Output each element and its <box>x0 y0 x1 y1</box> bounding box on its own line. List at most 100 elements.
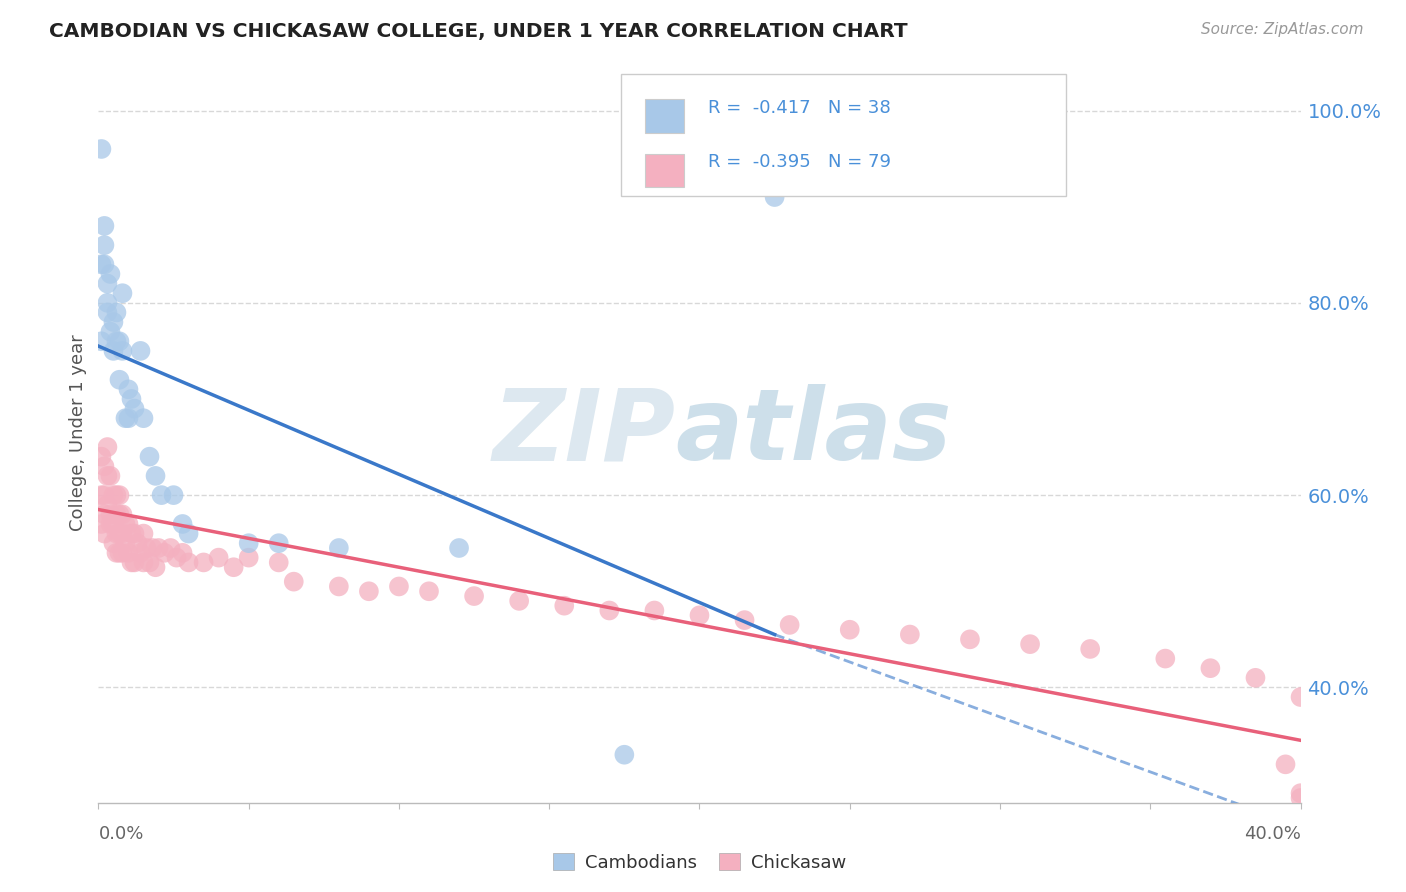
Point <box>121 556 143 570</box>
Point <box>93 219 115 233</box>
Point <box>108 546 131 560</box>
Point <box>111 343 134 358</box>
Point <box>838 623 860 637</box>
Point <box>689 608 711 623</box>
Point <box>553 599 575 613</box>
Point <box>463 589 485 603</box>
Point <box>132 556 155 570</box>
Point <box>1274 757 1296 772</box>
Point <box>124 401 146 416</box>
Point <box>177 526 200 541</box>
Point <box>734 613 756 627</box>
Point <box>121 526 143 541</box>
Point <box>121 392 143 406</box>
Point <box>93 526 115 541</box>
Point <box>114 536 136 550</box>
Point <box>388 579 411 593</box>
Point <box>328 541 350 555</box>
Point <box>1199 661 1222 675</box>
Point <box>108 373 131 387</box>
Text: R =  -0.395   N = 79: R = -0.395 N = 79 <box>707 153 891 171</box>
Point <box>90 488 112 502</box>
Point <box>1289 786 1312 800</box>
Point <box>763 190 786 204</box>
Point <box>105 526 128 541</box>
Point <box>100 508 122 522</box>
Point <box>145 560 167 574</box>
Point <box>90 257 112 271</box>
Point <box>93 257 115 271</box>
Point <box>1289 690 1312 704</box>
Point <box>1154 651 1177 665</box>
Legend: Cambodians, Chickasaw: Cambodians, Chickasaw <box>546 847 853 879</box>
Point <box>124 526 146 541</box>
Point <box>108 526 131 541</box>
Point <box>177 556 200 570</box>
Point <box>96 498 118 512</box>
Point <box>108 508 131 522</box>
Point <box>100 267 122 281</box>
Point <box>96 305 118 319</box>
Point <box>328 579 350 593</box>
Point <box>145 469 167 483</box>
Point <box>1078 642 1101 657</box>
Point <box>159 541 181 555</box>
Point <box>111 286 134 301</box>
Text: Source: ZipAtlas.com: Source: ZipAtlas.com <box>1201 22 1364 37</box>
Point <box>96 440 118 454</box>
Point <box>238 550 260 565</box>
Point <box>117 382 139 396</box>
Point <box>1244 671 1267 685</box>
Text: ZIP: ZIP <box>492 384 675 481</box>
Point <box>162 488 184 502</box>
Point <box>117 546 139 560</box>
Point <box>103 516 125 531</box>
Point <box>93 459 115 474</box>
Point <box>114 516 136 531</box>
Point <box>96 277 118 291</box>
Text: 40.0%: 40.0% <box>1244 825 1301 843</box>
Point <box>105 546 128 560</box>
Point <box>193 556 215 570</box>
FancyBboxPatch shape <box>645 153 685 186</box>
Point <box>153 546 176 560</box>
Point <box>117 411 139 425</box>
Point <box>111 508 134 522</box>
Text: R =  -0.417   N = 38: R = -0.417 N = 38 <box>707 99 890 118</box>
Point <box>103 536 125 550</box>
Point <box>111 526 134 541</box>
Point <box>124 556 146 570</box>
Point <box>93 238 115 252</box>
Point <box>166 550 188 565</box>
Point <box>90 516 112 531</box>
Point <box>90 142 112 156</box>
Point <box>1289 791 1312 805</box>
Point <box>93 488 115 502</box>
Point <box>96 469 118 483</box>
Point <box>208 550 231 565</box>
Point <box>267 556 290 570</box>
Point <box>141 541 163 555</box>
Point <box>898 627 921 641</box>
Point <box>129 343 152 358</box>
Text: 0.0%: 0.0% <box>98 825 143 843</box>
Point <box>132 526 155 541</box>
FancyBboxPatch shape <box>621 73 1066 195</box>
Point <box>111 546 134 560</box>
Point <box>357 584 380 599</box>
Point <box>172 516 194 531</box>
Point <box>1019 637 1042 651</box>
Point <box>613 747 636 762</box>
Point <box>418 584 440 599</box>
Text: atlas: atlas <box>675 384 952 481</box>
Point <box>90 334 112 349</box>
Point <box>103 343 125 358</box>
Point <box>90 450 112 464</box>
Point <box>222 560 245 574</box>
Point <box>93 508 115 522</box>
Point <box>103 315 125 329</box>
Point <box>283 574 305 589</box>
Point <box>138 556 160 570</box>
Point <box>779 618 801 632</box>
Point <box>238 536 260 550</box>
